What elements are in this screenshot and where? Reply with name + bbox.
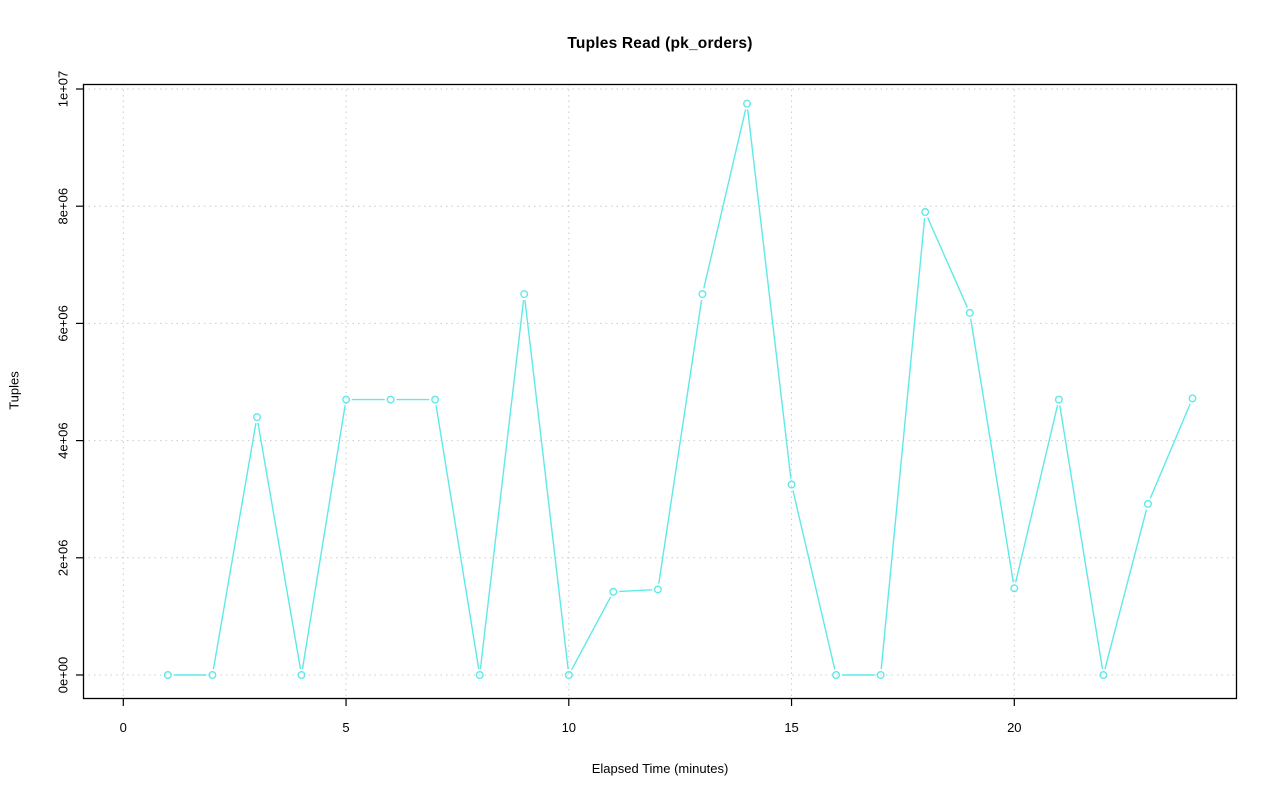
- y-tick-label: 1e+07: [56, 71, 71, 108]
- data-point: [1099, 671, 1108, 680]
- data-point: [1010, 584, 1019, 593]
- series-segment: [1149, 403, 1191, 499]
- series-segment: [479, 299, 525, 670]
- plot-frame: [82, 83, 1238, 700]
- data-point: [297, 671, 306, 680]
- series-segment: [1104, 509, 1148, 670]
- y-tick-label: 0e+00: [56, 657, 71, 694]
- series-segment: [524, 299, 569, 670]
- series-segment: [571, 596, 611, 670]
- data-point: [386, 395, 395, 404]
- data-point: [876, 671, 885, 680]
- series-segment: [212, 422, 257, 670]
- y-tick-label: 6e+06: [56, 305, 71, 342]
- data-point: [965, 308, 974, 317]
- series-segment: [970, 318, 1014, 583]
- data-point: [832, 671, 841, 680]
- data-point: [163, 671, 172, 680]
- series-segment: [257, 422, 302, 670]
- series-segment: [1059, 405, 1104, 670]
- data-point: [520, 290, 529, 299]
- chart-title: Tuples Read (pk_orders): [567, 35, 753, 52]
- series-segment: [1015, 405, 1059, 583]
- data-point: [653, 585, 662, 594]
- series-segment: [747, 109, 792, 479]
- series-segment: [792, 490, 836, 670]
- x-axis-label: Elapsed Time (minutes): [591, 761, 729, 776]
- data-point: [609, 587, 618, 596]
- series-segment: [927, 217, 968, 308]
- data-point: [564, 671, 573, 680]
- data-point: [252, 413, 261, 422]
- data-point: [431, 395, 440, 404]
- x-tick-label: 10: [562, 720, 576, 735]
- x-tick-label: 0: [120, 720, 127, 735]
- data-point: [208, 671, 217, 680]
- x-tick-label: 20: [1007, 720, 1021, 735]
- series-segment: [619, 589, 653, 593]
- series-segment: [435, 405, 480, 670]
- y-tick-label: 4e+06: [56, 422, 71, 459]
- series-segment: [880, 217, 926, 670]
- data-point: [1054, 395, 1063, 404]
- data-point: [1143, 499, 1152, 508]
- data-point: [787, 480, 796, 489]
- y-tick-label: 8e+06: [56, 188, 71, 225]
- data-point: [921, 208, 930, 217]
- series-segment: [703, 109, 747, 289]
- y-tick-label: 2e+06: [56, 540, 71, 577]
- series-segment: [301, 405, 346, 670]
- data-point: [342, 395, 351, 404]
- x-tick-label: 15: [784, 720, 798, 735]
- series-segment: [658, 299, 703, 584]
- data-point: [743, 99, 752, 108]
- data-point: [1188, 394, 1197, 403]
- data-point: [698, 290, 707, 299]
- x-tick-label: 5: [342, 720, 349, 735]
- data-point: [475, 671, 484, 680]
